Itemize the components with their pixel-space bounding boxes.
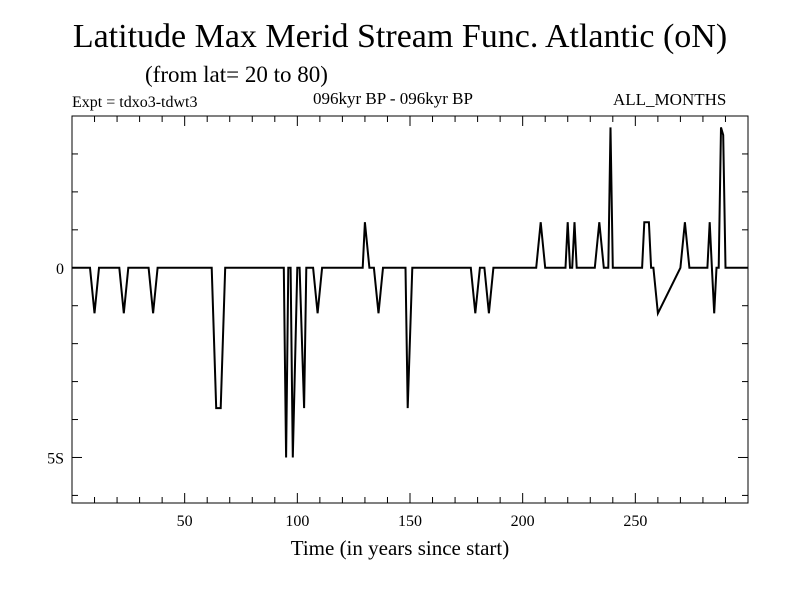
x-tick-label: 200 bbox=[511, 513, 535, 530]
chart-title: Latitude Max Merid Stream Func. Atlantic… bbox=[72, 18, 728, 55]
experiment-label: Expt = tdxo3-tdwt3 bbox=[72, 94, 198, 111]
x-tick-label: 100 bbox=[285, 513, 309, 530]
x-tick-label: 250 bbox=[623, 513, 647, 530]
axis-tick-labels: 50 100 150 200 250 0 5S bbox=[47, 261, 647, 530]
x-tick-label: 50 bbox=[177, 513, 193, 530]
x-tick-label: 150 bbox=[398, 513, 422, 530]
axis-ticks bbox=[72, 115, 748, 503]
y-tick-label: 0 bbox=[56, 261, 64, 278]
chart-subtitle: (from lat= 20 to 80) bbox=[145, 62, 328, 87]
series-line bbox=[72, 127, 748, 458]
y-tick-label: 5S bbox=[47, 450, 64, 467]
months-label: ALL_MONTHS bbox=[613, 90, 727, 109]
period-label: 096kyr BP - 096kyr BP bbox=[313, 89, 473, 108]
x-axis-label: Time (in years since start) bbox=[290, 536, 510, 560]
